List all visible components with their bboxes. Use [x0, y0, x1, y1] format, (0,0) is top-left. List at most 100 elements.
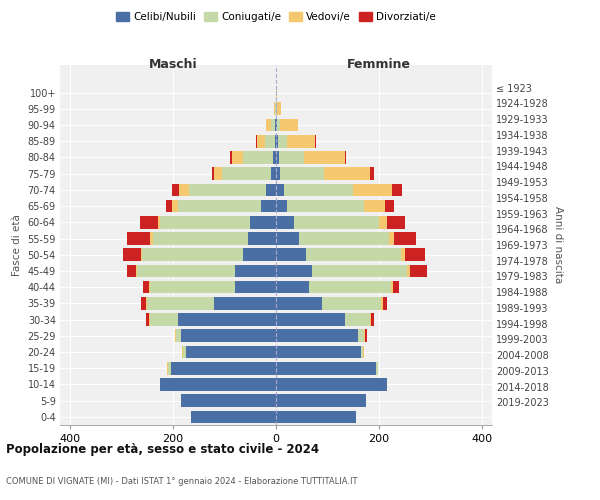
Bar [137, 264, 235, 278]
Bar [235, 264, 276, 278]
Bar [158, 216, 160, 228]
Bar [276, 297, 322, 310]
Bar [276, 184, 284, 196]
Bar [235, 281, 276, 293]
Bar [276, 281, 310, 293]
Bar [294, 216, 379, 228]
Bar [276, 102, 277, 115]
Y-axis label: Anni di nascita: Anni di nascita [553, 206, 563, 284]
Bar [322, 297, 382, 310]
Text: Popolazione per età, sesso e stato civile - 2024: Popolazione per età, sesso e stato civil… [6, 442, 319, 456]
Bar [382, 297, 383, 310]
Bar [276, 168, 280, 180]
Bar [299, 232, 389, 245]
Bar [278, 151, 304, 164]
Bar [391, 281, 393, 293]
Bar [370, 168, 374, 180]
Bar [287, 135, 315, 147]
Bar [160, 216, 250, 228]
Text: Femmine: Femmine [347, 58, 411, 71]
Bar [271, 168, 276, 180]
Bar [276, 362, 376, 374]
Bar [127, 232, 150, 245]
Bar [310, 281, 391, 293]
Bar [276, 118, 277, 132]
Bar [276, 232, 299, 245]
Bar [346, 314, 370, 326]
Legend: Celibi/Nubili, Coniugati/e, Vedovi/e, Divorziati/e: Celibi/Nubili, Coniugati/e, Vedovi/e, Di… [112, 8, 440, 26]
Bar [315, 135, 316, 147]
Bar [150, 281, 235, 293]
Bar [212, 168, 214, 180]
Bar [306, 248, 401, 261]
Bar [364, 200, 385, 212]
Bar [150, 232, 152, 245]
Bar [364, 330, 365, 342]
Bar [371, 314, 374, 326]
Bar [150, 314, 178, 326]
Bar [230, 151, 232, 164]
Bar [178, 314, 276, 326]
Bar [248, 232, 276, 245]
Bar [257, 135, 265, 147]
Bar [149, 281, 150, 293]
Bar [276, 200, 287, 212]
Bar [141, 297, 146, 310]
Bar [383, 297, 387, 310]
Bar [167, 362, 168, 374]
Bar [365, 330, 367, 342]
Bar [276, 135, 278, 147]
Bar [275, 102, 276, 115]
Bar [188, 184, 266, 196]
Bar [278, 135, 287, 147]
Bar [149, 314, 150, 326]
Bar [222, 168, 271, 180]
Bar [148, 297, 214, 310]
Bar [182, 346, 184, 358]
Bar [214, 297, 276, 310]
Bar [250, 216, 276, 228]
Bar [152, 232, 248, 245]
Bar [143, 281, 149, 293]
Bar [276, 410, 356, 423]
Text: COMUNE DI VIGNATE (MI) - Dati ISTAT 1° gennaio 2024 - Elaborazione TUTTITALIA.IT: COMUNE DI VIGNATE (MI) - Dati ISTAT 1° g… [6, 477, 358, 486]
Text: Maschi: Maschi [149, 58, 197, 71]
Bar [256, 135, 257, 147]
Bar [168, 362, 170, 374]
Bar [260, 200, 276, 212]
Bar [274, 102, 275, 115]
Bar [184, 346, 186, 358]
Bar [191, 410, 276, 423]
Bar [410, 264, 427, 278]
Bar [181, 330, 276, 342]
Bar [277, 118, 280, 132]
Bar [186, 346, 276, 358]
Bar [276, 314, 346, 326]
Bar [176, 330, 181, 342]
Bar [179, 184, 188, 196]
Bar [276, 248, 306, 261]
Bar [276, 264, 312, 278]
Bar [170, 362, 276, 374]
Bar [370, 314, 371, 326]
Bar [146, 314, 149, 326]
Bar [275, 118, 276, 132]
Bar [146, 297, 148, 310]
Bar [393, 281, 399, 293]
Bar [175, 330, 176, 342]
Bar [394, 232, 416, 245]
Bar [276, 346, 361, 358]
Bar [265, 135, 275, 147]
Bar [361, 346, 364, 358]
Bar [271, 118, 275, 132]
Bar [284, 184, 353, 196]
Bar [276, 216, 294, 228]
Bar [166, 200, 172, 212]
Bar [242, 151, 274, 164]
Bar [277, 102, 281, 115]
Bar [304, 151, 346, 164]
Bar [376, 362, 379, 374]
Bar [127, 264, 136, 278]
Bar [160, 378, 276, 391]
Bar [242, 248, 276, 261]
